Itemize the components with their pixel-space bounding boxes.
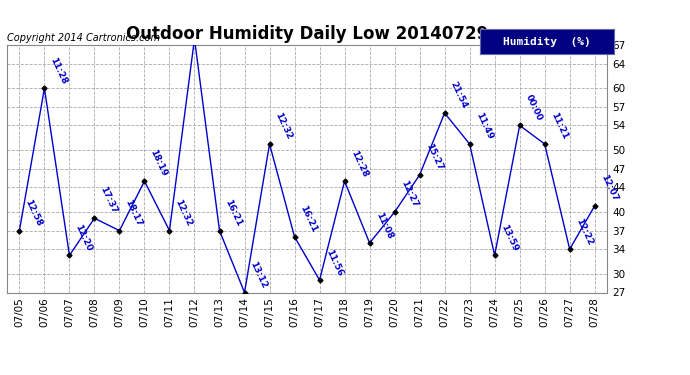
Text: 11:21: 11:21 <box>549 111 569 141</box>
Text: 12:27: 12:27 <box>399 179 419 209</box>
Text: 13:59: 13:59 <box>499 223 519 253</box>
Text: 16:21: 16:21 <box>224 198 244 228</box>
Text: 12:20: 12:20 <box>74 223 94 253</box>
Text: 11:28: 11:28 <box>48 56 69 86</box>
Text: 12:58: 12:58 <box>23 198 44 228</box>
Text: 21:54: 21:54 <box>448 80 469 110</box>
Text: 12:28: 12:28 <box>348 148 369 178</box>
Title: Outdoor Humidity Daily Low 20140729: Outdoor Humidity Daily Low 20140729 <box>126 26 489 44</box>
Text: 00:00: 00:00 <box>524 93 544 123</box>
Text: Copyright 2014 Cartronics.com: Copyright 2014 Cartronics.com <box>7 33 160 42</box>
Text: 12:32: 12:32 <box>274 111 294 141</box>
Text: 11:49: 11:49 <box>474 111 494 141</box>
Text: 12:07: 12:07 <box>599 173 619 203</box>
Text: 15:27: 15:27 <box>424 142 444 172</box>
Text: 16:21: 16:21 <box>299 204 319 234</box>
Text: 12:22: 12:22 <box>574 217 594 246</box>
Text: 11:56: 11:56 <box>324 248 344 278</box>
Text: 17:37: 17:37 <box>99 186 119 216</box>
Text: 18:19: 18:19 <box>148 148 169 178</box>
Text: Humidity  (%): Humidity (%) <box>503 37 591 46</box>
Text: 12:32: 12:32 <box>174 198 194 228</box>
Text: 00:33: 00:33 <box>0 374 1 375</box>
Text: 18:17: 18:17 <box>124 198 144 228</box>
Text: 11:08: 11:08 <box>374 211 394 240</box>
Text: 13:12: 13:12 <box>248 260 269 290</box>
